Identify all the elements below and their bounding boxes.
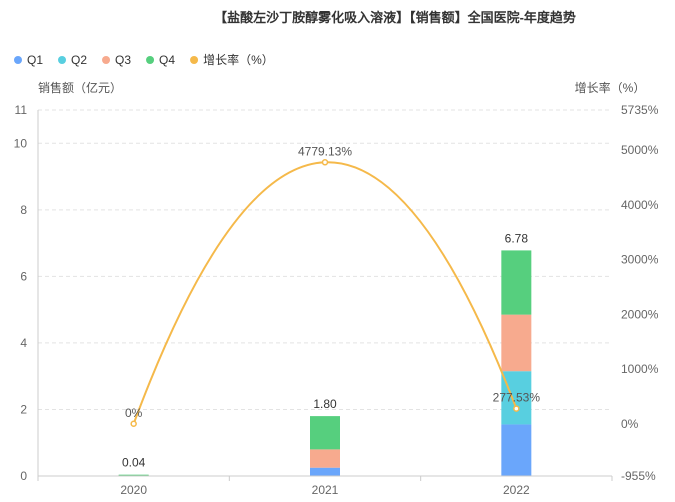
- x-axis: 2020 2021 2022: [37, 475, 613, 497]
- growth-line: 0% 4779.13% 277.53%: [125, 144, 541, 428]
- bar-total-label: 1.80: [313, 397, 337, 411]
- growth-point[interactable]: [513, 405, 520, 412]
- bar-segment[interactable]: [501, 314, 532, 372]
- y-tick-label: 2: [20, 402, 27, 416]
- y2-tick-label: 4000%: [621, 198, 659, 212]
- legend-marker[interactable]: [14, 56, 22, 64]
- y2-tick-label: 0%: [621, 417, 639, 431]
- bar-segment[interactable]: [310, 416, 340, 450]
- y-axis-ticks: 0 2 4 6 8 10 11: [14, 103, 28, 483]
- x-tick-label: 2020: [120, 483, 147, 497]
- y-axis-label: 销售额（亿元）: [38, 80, 122, 95]
- y2-tick-label: -955%: [621, 469, 656, 483]
- y-tick-label: 4: [20, 336, 27, 350]
- legend-label[interactable]: Q2: [71, 53, 87, 67]
- bar-total-label: 6.78: [505, 231, 529, 245]
- y2-tick-label: 5735%: [621, 103, 659, 117]
- legend: Q1 Q2 Q3 Q4 增长率（%）: [14, 52, 274, 67]
- legend-label[interactable]: Q4: [159, 53, 175, 67]
- growth-label: 0%: [125, 406, 143, 420]
- growth-line-path: [132, 161, 518, 425]
- bar-segment[interactable]: [501, 371, 532, 425]
- legend-label[interactable]: Q1: [27, 53, 43, 67]
- y2-tick-label: 1000%: [621, 362, 659, 376]
- bar-segment[interactable]: [501, 424, 532, 476]
- total-labels: 0.04 1.80 6.78: [122, 231, 528, 469]
- y2-tick-label: 3000%: [621, 253, 659, 267]
- growth-point[interactable]: [321, 159, 329, 166]
- bar-total-label: 0.04: [122, 456, 146, 470]
- legend-marker[interactable]: [102, 56, 111, 64]
- bar-segment[interactable]: [310, 449, 340, 468]
- legend-marker[interactable]: [190, 56, 199, 64]
- chart-title: 【盐酸左沙丁胺醇雾化吸入溶液】【销售额】全国医院-年度趋势: [214, 10, 576, 25]
- y2-tick-label: 2000%: [621, 307, 659, 321]
- x-tick-label: 2021: [312, 483, 339, 497]
- legend-marker[interactable]: [58, 56, 67, 64]
- bars: [118, 250, 532, 477]
- legend-label[interactable]: Q3: [115, 53, 131, 67]
- legend-marker[interactable]: [146, 56, 155, 64]
- legend-label[interactable]: 增长率（%）: [203, 52, 274, 67]
- bar-segment[interactable]: [118, 474, 149, 476]
- growth-point[interactable]: [130, 420, 137, 428]
- y-tick-label: 0: [20, 469, 27, 483]
- y2-tick-label: 5000%: [621, 143, 659, 157]
- growth-label: 4779.13%: [298, 144, 352, 158]
- bar-segment[interactable]: [501, 250, 532, 315]
- y-tick-label: 6: [20, 269, 27, 283]
- bar-segment[interactable]: [310, 467, 340, 476]
- y2-axis-label: 增长率（%）: [575, 80, 646, 95]
- growth-label: 277.53%: [493, 391, 541, 405]
- x-tick-label: 2022: [503, 483, 530, 497]
- y-tick-label: 10: [14, 136, 28, 150]
- y-tick-label: 8: [20, 203, 27, 217]
- y-tick-label: 11: [15, 103, 28, 117]
- y2-axis-ticks: -955% 0% 1000% 2000% 3000% 4000% 5000% 5735%: [621, 103, 659, 483]
